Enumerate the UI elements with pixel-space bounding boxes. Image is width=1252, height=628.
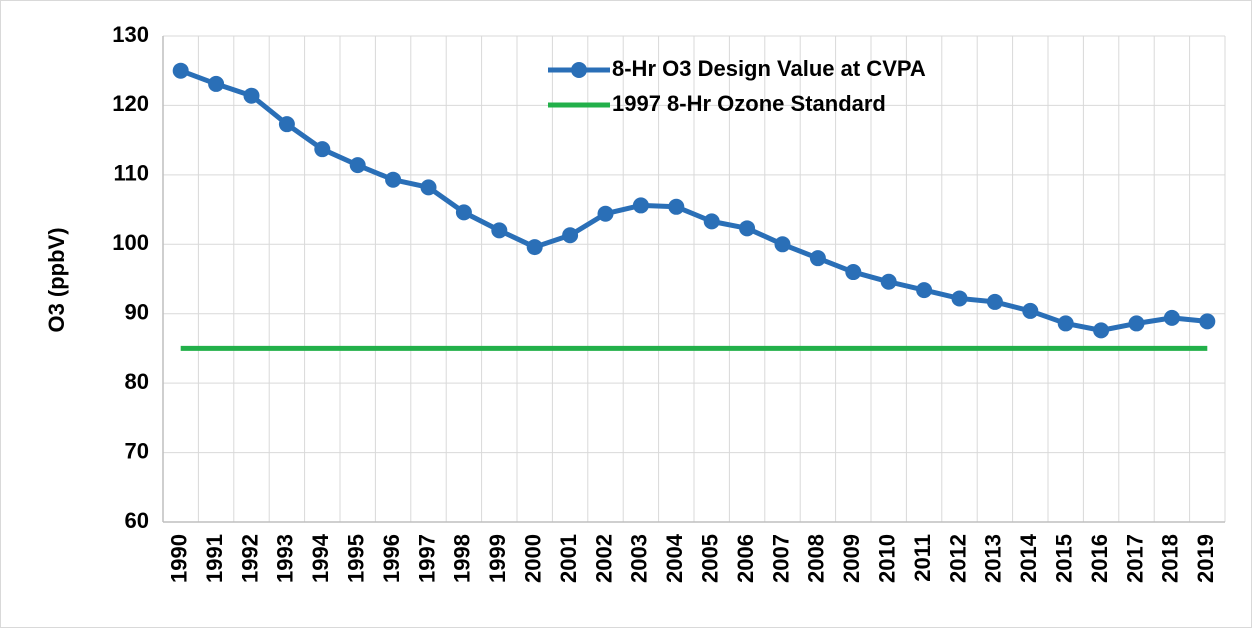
x-tick-label: 1996: [379, 534, 404, 583]
y-tick-label: 90: [125, 300, 149, 325]
x-tick-label: 2019: [1193, 534, 1218, 583]
point-marker: [916, 282, 933, 299]
point-marker: [1057, 315, 1074, 332]
y-tick-label: 60: [125, 508, 149, 533]
point-marker: [1128, 315, 1145, 332]
x-tick-label: 2012: [945, 534, 970, 583]
y-tick-label: 130: [112, 22, 149, 47]
point-marker: [526, 239, 543, 256]
point-marker: [491, 222, 508, 239]
point-marker: [703, 213, 720, 230]
point-marker: [597, 205, 614, 222]
point-marker: [1163, 309, 1180, 326]
x-tick-label: 1992: [237, 534, 262, 583]
point-marker: [208, 75, 225, 92]
point-marker: [314, 141, 331, 158]
x-tick-label: 1997: [414, 534, 439, 583]
x-tick-label: 1995: [344, 534, 369, 583]
point-marker: [562, 227, 579, 244]
x-tick-label: 2005: [698, 534, 723, 583]
point-marker: [986, 293, 1003, 310]
point-marker: [845, 264, 862, 281]
x-tick-label: 2001: [556, 534, 581, 583]
x-tick-label: 1990: [167, 534, 192, 583]
point-marker: [809, 250, 826, 267]
legend-label: 1997 8-Hr Ozone Standard: [612, 91, 886, 116]
y-tick-label: 70: [125, 438, 149, 463]
point-marker: [668, 198, 685, 215]
point-marker: [455, 204, 472, 221]
point-marker: [385, 171, 402, 188]
point-marker: [739, 220, 756, 237]
x-tick-label: 2000: [521, 534, 546, 583]
y-tick-label: 80: [125, 369, 149, 394]
x-tick-label: 1999: [485, 534, 510, 583]
point-marker: [243, 87, 260, 104]
legend-label: 8-Hr O3 Design Value at CVPA: [612, 56, 926, 81]
x-tick-label: 2014: [1016, 533, 1041, 583]
point-marker: [1093, 322, 1110, 339]
point-marker: [349, 157, 366, 174]
point-marker: [278, 116, 295, 133]
x-tick-label: 1991: [202, 534, 227, 583]
x-tick-label: 2011: [910, 534, 935, 582]
point-marker: [632, 197, 649, 214]
x-tick-label: 2003: [627, 534, 652, 583]
y-tick-label: 100: [112, 230, 149, 255]
x-tick-label: 2006: [733, 534, 758, 583]
x-tick-label: 2002: [591, 534, 616, 583]
legend-marker: [571, 62, 587, 78]
x-tick-label: 2015: [1052, 534, 1077, 583]
y-tick-label: 110: [114, 161, 150, 186]
x-tick-label: 2018: [1158, 534, 1183, 583]
x-tick-label: 2016: [1087, 534, 1112, 583]
point-marker: [172, 62, 189, 79]
x-tick-label: 2017: [1122, 534, 1147, 583]
point-marker: [880, 273, 897, 290]
point-marker: [774, 236, 791, 253]
point-marker: [420, 179, 437, 196]
x-tick-label: 2004: [662, 533, 687, 583]
point-marker: [951, 290, 968, 307]
point-marker: [1199, 313, 1216, 330]
x-tick-label: 2008: [804, 534, 829, 583]
x-tick-label: 2007: [768, 534, 793, 583]
x-tick-label: 2013: [981, 534, 1006, 583]
x-tick-label: 2009: [839, 534, 864, 583]
x-tick-label: 1993: [273, 534, 298, 583]
x-tick-label: 1994: [308, 533, 333, 583]
x-tick-label: 2010: [875, 534, 900, 583]
y-axis-label: O3 (ppbV): [44, 227, 69, 332]
x-tick-label: 1998: [450, 534, 475, 583]
y-tick-label: 120: [112, 91, 149, 116]
point-marker: [1022, 302, 1039, 319]
